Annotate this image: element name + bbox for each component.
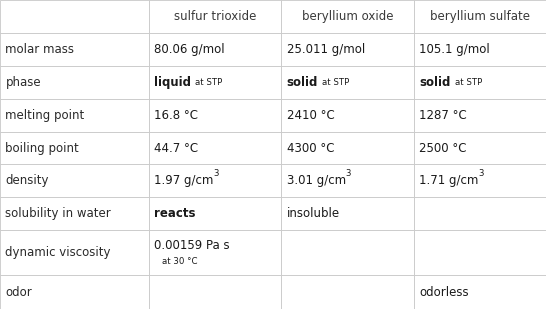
Text: 3: 3 — [346, 169, 351, 178]
Bar — [414, 276, 546, 309]
Bar — [0, 132, 149, 164]
Bar — [414, 99, 546, 132]
Bar — [281, 66, 414, 99]
Text: 4300 °C: 4300 °C — [287, 142, 334, 154]
Bar — [281, 276, 414, 309]
Bar — [281, 99, 414, 132]
Text: at STP: at STP — [455, 78, 482, 87]
Bar — [281, 164, 414, 197]
Bar — [281, 0, 414, 33]
Text: sulfur trioxide: sulfur trioxide — [174, 10, 256, 23]
Text: 25.011 g/mol: 25.011 g/mol — [287, 43, 365, 56]
Bar — [0, 0, 149, 33]
Text: phase: phase — [5, 76, 41, 89]
Bar — [0, 99, 149, 132]
Bar — [0, 164, 149, 197]
Bar — [281, 197, 414, 230]
Text: 1.97 g/cm: 1.97 g/cm — [154, 175, 213, 188]
Bar — [414, 197, 546, 230]
Bar — [149, 99, 281, 132]
Text: 0.00159 Pa s: 0.00159 Pa s — [154, 239, 230, 252]
Bar — [149, 0, 281, 33]
Text: solid: solid — [287, 76, 318, 89]
Text: beryllium sulfate: beryllium sulfate — [430, 10, 530, 23]
Text: solubility in water: solubility in water — [5, 207, 111, 220]
Text: liquid: liquid — [154, 76, 191, 89]
Bar — [0, 66, 149, 99]
Bar — [414, 66, 546, 99]
Bar — [281, 230, 414, 276]
Text: dynamic viscosity: dynamic viscosity — [5, 246, 111, 259]
Text: 105.1 g/mol: 105.1 g/mol — [419, 43, 490, 56]
Text: 1.71 g/cm: 1.71 g/cm — [419, 175, 479, 188]
Text: beryllium oxide: beryllium oxide — [302, 10, 393, 23]
Text: at STP: at STP — [195, 78, 223, 87]
Bar — [414, 230, 546, 276]
Text: 3: 3 — [213, 169, 219, 178]
Bar — [414, 164, 546, 197]
Text: density: density — [5, 175, 49, 188]
Text: 1287 °C: 1287 °C — [419, 109, 467, 122]
Bar — [149, 197, 281, 230]
Text: 2410 °C: 2410 °C — [287, 109, 334, 122]
Bar — [0, 197, 149, 230]
Text: 44.7 °C: 44.7 °C — [154, 142, 198, 154]
Text: 3: 3 — [479, 169, 484, 178]
Text: odor: odor — [5, 286, 32, 299]
Bar — [149, 66, 281, 99]
Text: boiling point: boiling point — [5, 142, 79, 154]
Bar — [149, 132, 281, 164]
Text: melting point: melting point — [5, 109, 85, 122]
Bar — [414, 33, 546, 66]
Text: 80.06 g/mol: 80.06 g/mol — [154, 43, 224, 56]
Text: reacts: reacts — [154, 207, 195, 220]
Bar — [414, 0, 546, 33]
Text: solid: solid — [419, 76, 450, 89]
Text: insoluble: insoluble — [287, 207, 340, 220]
Bar — [281, 132, 414, 164]
Text: odorless: odorless — [419, 286, 469, 299]
Text: at STP: at STP — [322, 78, 349, 87]
Bar — [414, 132, 546, 164]
Bar — [149, 230, 281, 276]
Text: 16.8 °C: 16.8 °C — [154, 109, 198, 122]
Bar — [149, 164, 281, 197]
Bar — [0, 276, 149, 309]
Bar — [149, 276, 281, 309]
Text: 2500 °C: 2500 °C — [419, 142, 467, 154]
Bar — [0, 230, 149, 276]
Bar — [0, 33, 149, 66]
Text: molar mass: molar mass — [5, 43, 74, 56]
Text: at 30 °C: at 30 °C — [162, 256, 198, 265]
Bar — [281, 33, 414, 66]
Text: 3.01 g/cm: 3.01 g/cm — [287, 175, 346, 188]
Bar — [149, 33, 281, 66]
